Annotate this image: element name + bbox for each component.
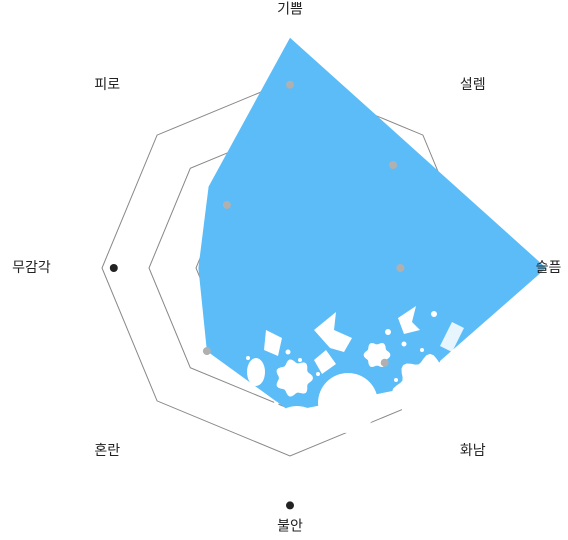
splash-drop-oval: [280, 406, 314, 426]
splash-dot-10: [468, 408, 472, 412]
splash-flower-small: [276, 359, 313, 397]
axis-label-6: 혼란: [94, 443, 120, 459]
splash-dot-14: [273, 401, 279, 407]
splash-dot-1: [267, 339, 273, 345]
radar-area-layer: [198, 37, 547, 412]
splash-dot-12: [414, 430, 418, 434]
splash-dot-5: [385, 329, 391, 335]
marker-7: [109, 264, 118, 272]
splash-leaf: [466, 328, 494, 356]
splash-dot-6: [401, 341, 407, 347]
splash-crystal: [440, 322, 464, 352]
marker-1: [286, 80, 294, 89]
splash-dot-7: [420, 348, 424, 352]
axis-label-8: 피로: [94, 77, 120, 93]
splash-dot-15: [246, 356, 250, 360]
splash-illustration: [246, 306, 494, 434]
splash-dot-18: [394, 378, 398, 382]
splash-dot-4: [316, 372, 320, 376]
splash-flower-large: [391, 353, 469, 431]
splash-burst: [398, 306, 420, 334]
splash-drop: [247, 358, 265, 386]
marker-8: [222, 200, 231, 209]
marker-5: [286, 501, 294, 510]
axis-label-7: 무감각: [12, 260, 51, 276]
splash-flake: [264, 330, 282, 356]
radar-area: [198, 37, 547, 412]
splash-dot-11: [449, 425, 455, 431]
marker-2: [389, 161, 397, 169]
axis-label-2: 설렘: [460, 77, 486, 93]
splash-shard-2: [314, 350, 336, 374]
axis-label-5: 불안: [277, 519, 303, 535]
axis-label-1: 기쁨: [277, 2, 303, 18]
splash-sphere: [318, 373, 378, 433]
axis-label-4: 화남: [460, 443, 486, 459]
splash-dot-16: [431, 311, 437, 317]
marker-6: [202, 347, 211, 356]
splash-dot-8: [408, 320, 412, 324]
splash-dot-3: [298, 358, 302, 362]
axis-label-3: 슬픔: [536, 260, 562, 276]
marker-layer: [109, 80, 405, 510]
splash-dot-2: [285, 349, 291, 355]
splash-dot-17: [476, 350, 480, 354]
splash-dot-13: [392, 414, 396, 418]
marker-4: [380, 358, 389, 367]
marker-3: [396, 264, 405, 272]
splash-shard: [314, 312, 352, 352]
splash-dot-9: [463, 375, 469, 381]
